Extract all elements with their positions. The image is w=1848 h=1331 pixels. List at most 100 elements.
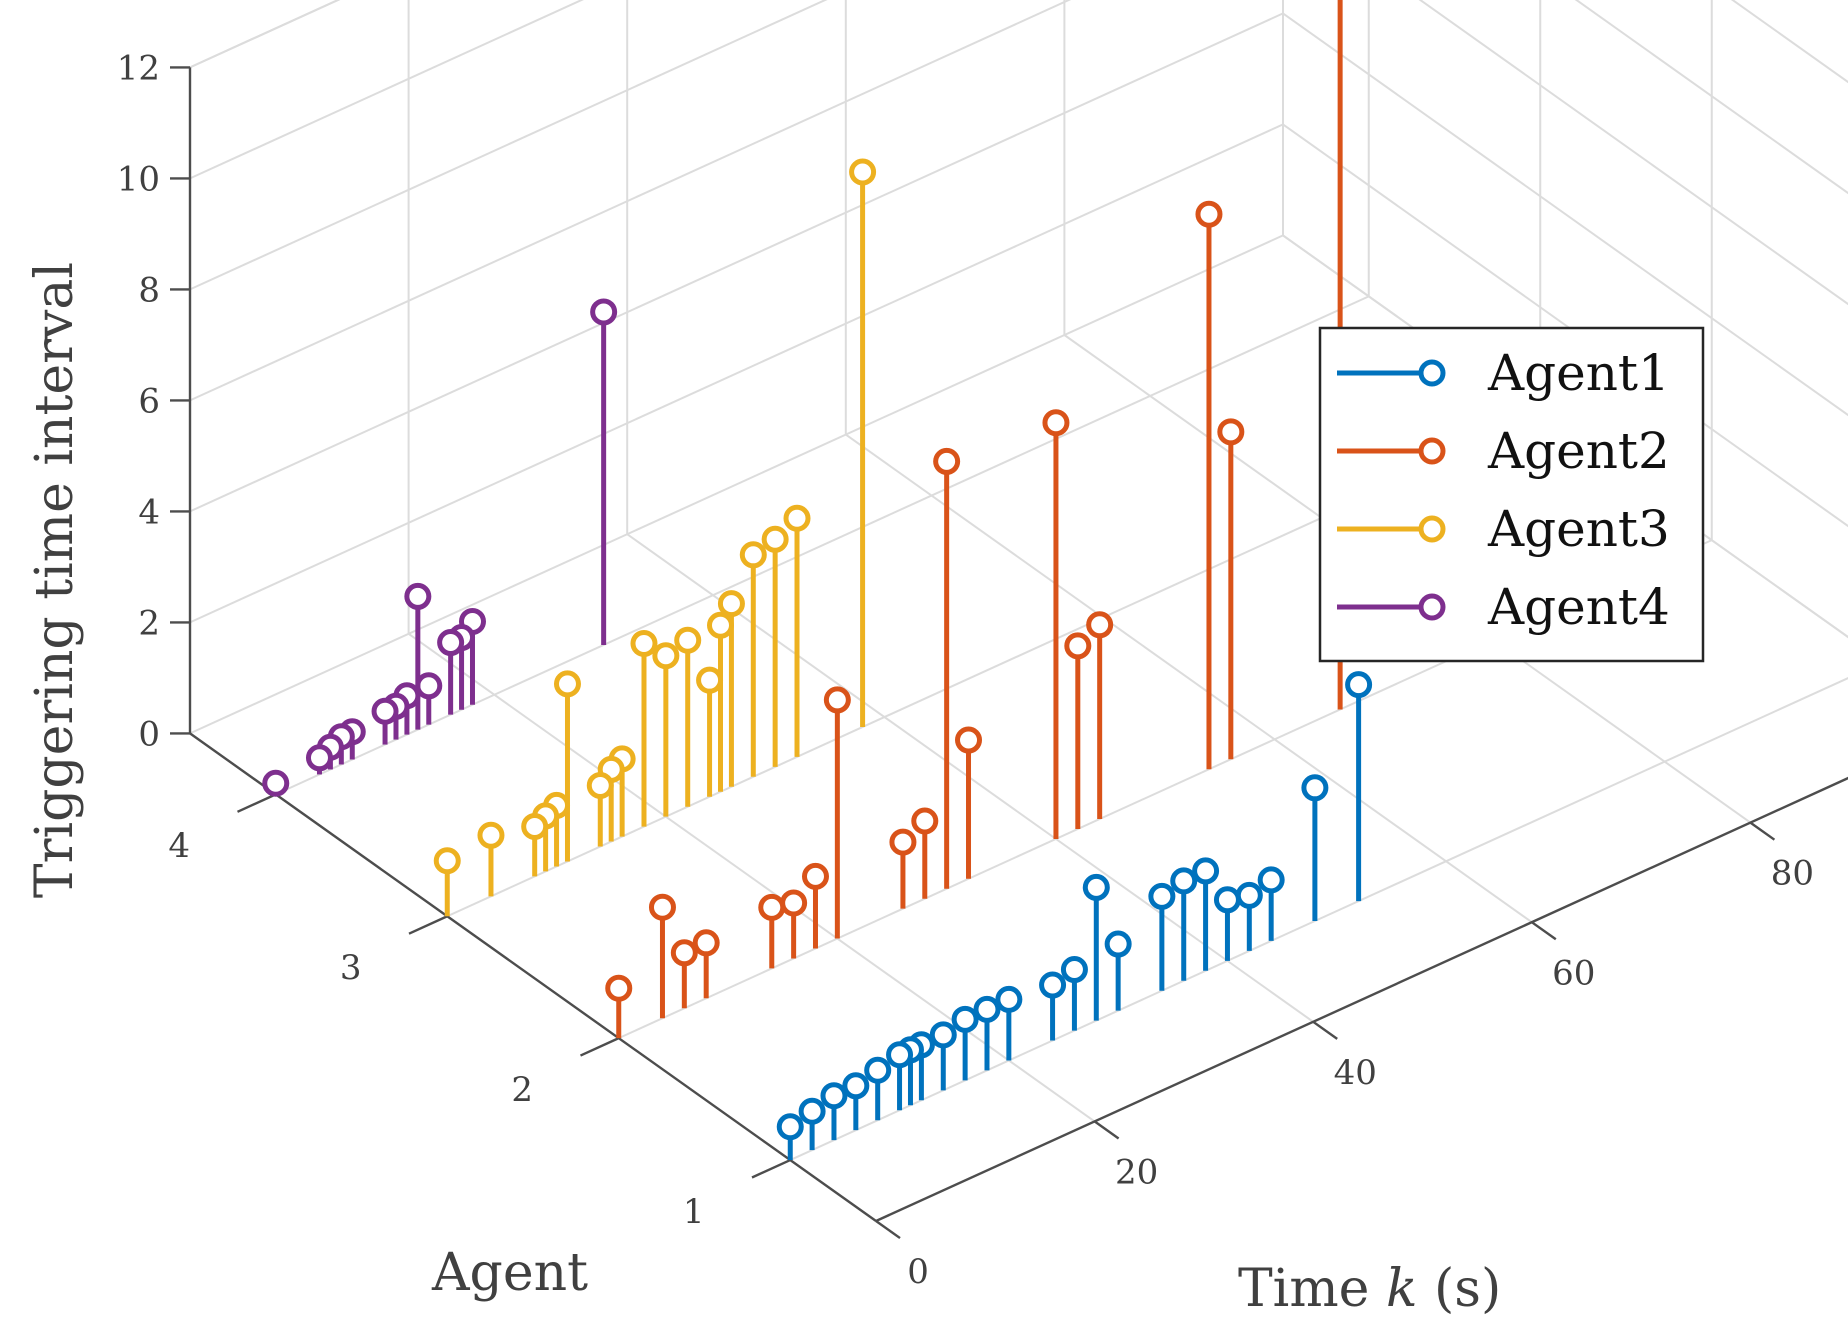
grid-line-z-back [189,12,1284,513]
z-tick-label: 12 [117,48,160,88]
stem-marker [670,939,698,967]
z-tick-label: 2 [138,603,160,643]
xlabel-suffix: (s) [1417,1259,1501,1319]
legend-entry-Agent3: Agent3 [1337,500,1670,558]
x-tick-label: 60 [1552,953,1595,993]
x-axis-line [875,776,1848,1223]
stem-marker [1086,611,1114,639]
grid-line-z-back [189,0,828,291]
legend-entries: Agent1 Agent2 Agent3 Agent4 [1337,344,1670,636]
y-axis-line [189,732,877,1222]
y-tick-label: 2 [511,1070,533,1110]
series-Agent4 [262,298,618,797]
series-Agent1 [776,671,1373,1161]
y-tick [751,1158,791,1179]
stem-marker [798,1097,826,1125]
legend: Agent1 Agent2 Agent3 Agent4 [1318,326,1705,663]
z-tick-label: 4 [138,492,160,532]
y-tick [579,1037,620,1057]
x-tick-label: 40 [1334,1053,1377,1093]
legend-marker [1418,593,1446,621]
grid-line-y-floor [789,677,1848,1161]
stem-marker [477,821,505,849]
grid-line-z-side [1418,0,1848,306]
legend-entry-Agent2: Agent2 [1337,422,1670,480]
series-Agent2 [605,0,1343,1039]
stem-marker [1213,886,1241,914]
stem-marker [692,929,720,957]
stem-marker [849,158,877,186]
grid-line-z-back [189,123,1284,624]
stem-marker [823,686,851,714]
ticks-layer: 0204060801001234024681012 [117,48,1814,1292]
xlabel: Time k (s) [1238,1259,1501,1319]
grid-line-x-floor [845,433,1533,924]
zlabel: Triggering time interval [25,262,85,898]
stem-marker [404,582,432,610]
stem-marker [1257,866,1285,894]
grid-line-x-floor [408,632,1096,1123]
stem-marker [437,629,465,657]
stem-marker [1217,418,1245,446]
grid-line-z-back [189,0,584,180]
stem-marker [1060,956,1088,984]
x-tick [1749,821,1776,841]
stem-marker [1170,867,1198,895]
stem-marker [780,889,808,917]
grid-line-z-back [189,234,1284,735]
stem-marker [521,812,549,840]
stem-marker [955,726,983,754]
y-tick [408,915,448,935]
legend-label: Agent2 [1487,422,1670,480]
x-tick [1093,1120,1120,1140]
stem-marker [801,862,829,890]
stem-marker [1192,857,1220,885]
grid-line-z-back [189,0,341,69]
stem-marker [1148,882,1176,910]
stem-marker [995,985,1023,1013]
y-tick-label: 1 [683,1192,705,1232]
stem-marker [648,893,676,921]
stem-marker [630,629,658,657]
ylabel: Agent [431,1243,588,1303]
stem-marker [1042,409,1070,437]
stem-marker [739,541,767,569]
grid-line-z-side [1574,0,1848,195]
stem-marker [1082,873,1110,901]
legend-entry-Agent1: Agent1 [1337,344,1670,402]
grid-edge-top-back [189,0,341,69]
stem-marker [262,769,290,797]
stem-marker [886,1041,914,1069]
stem-marker [1104,930,1132,958]
stem-marker [864,1056,892,1084]
legend-entry-Agent4: Agent4 [1337,578,1670,636]
stem-marker [1064,632,1092,660]
stem-marker [758,893,786,921]
stem-marker [371,697,399,725]
x-tick-label: 20 [1115,1153,1158,1193]
stem-marker [707,611,734,639]
stem-marker [674,626,702,654]
stem-marker [696,666,724,694]
z-tick-label: 10 [117,159,160,199]
stem-marker [929,1021,957,1049]
legend-label: Agent4 [1487,578,1670,636]
grid-line-y-floor [275,295,1370,796]
stem-marker [1345,671,1373,699]
stem-marker [586,771,614,799]
stem-marker [1195,200,1223,228]
stem-marker [951,1005,979,1033]
legend-marker [1418,437,1446,465]
stem-marker [415,672,443,700]
grid-line-z-back [189,0,1072,402]
z-tick-label: 6 [138,381,160,421]
xlabel-var: k [1386,1259,1418,1319]
stem-marker [553,670,581,698]
x-tick-label: 80 [1771,854,1814,894]
series-Agent3 [433,158,877,917]
grid-layer [189,0,1848,1222]
x-tick [1312,1020,1338,1040]
xlabel-prefix: Time [1238,1259,1386,1319]
stem-marker [776,1113,804,1141]
